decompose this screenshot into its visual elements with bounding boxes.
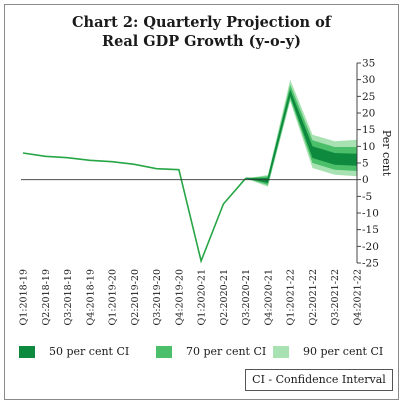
- y-tick-label: 0: [362, 174, 369, 186]
- legend-label-ci70: 70 per cent CI: [186, 345, 267, 358]
- x-tick-label: Q4:2021-22: [353, 269, 364, 326]
- x-tick-label: Q3:2021-22: [330, 269, 341, 326]
- band-ci70: [245, 84, 357, 185]
- y-tick-label: -5: [362, 191, 372, 203]
- y-tick-label: 5: [362, 158, 369, 170]
- y-tick-label: 10: [362, 141, 375, 153]
- x-tick-label: Q4:2019-20: [174, 269, 185, 326]
- chart-title-line-1: Chart 2: Quarterly Projection of: [72, 14, 331, 31]
- y-tick-label: -15: [362, 224, 379, 236]
- chart-frame: Chart 2: Quarterly Projection of Real GD…: [4, 4, 399, 400]
- y-tick-label: 35: [362, 58, 375, 70]
- x-tick-label: Q3:2018-19: [63, 269, 74, 326]
- x-tick-label: Q2:2019-20: [130, 269, 141, 326]
- y-tick-label: -10: [362, 208, 379, 220]
- y-tick-label: 15: [362, 124, 375, 136]
- chart-title-line-2: Real GDP Growth (y-o-y): [102, 33, 301, 50]
- y-tick-label: 30: [362, 74, 375, 86]
- x-tick-label: Q2:2018-19: [41, 269, 52, 326]
- y-tick-label: 20: [362, 108, 375, 120]
- x-tick-label: Q4:2020-21: [263, 269, 274, 326]
- chart-legend: 50 per cent CI 70 per cent CI 90 per cen…: [19, 345, 389, 361]
- x-tick-label: Q2:2021-22: [308, 269, 319, 326]
- legend-label-ci90: 90 per cent CI: [303, 345, 384, 358]
- x-tick-label: Q3:2019-20: [152, 269, 163, 326]
- series-line: [22, 152, 247, 264]
- gdp-chart: 35 30 25 20 15 10 5 0 -5 -10 -15 -20 -25 Per cent Q1:2…: [19, 58, 394, 326]
- x-tick-label: Q4:2018-19: [85, 269, 96, 326]
- legend-item-ci50: 50 per cent CI: [19, 345, 129, 359]
- x-tick-label: Q2:2020-21: [219, 269, 230, 326]
- y-tick-label: 25: [362, 91, 375, 103]
- band-ci90: [245, 79, 357, 187]
- legend-swatch-ci50: [19, 346, 35, 358]
- legend-item-ci70: 70 per cent CI: [156, 345, 266, 359]
- legend-swatch-ci70: [156, 346, 172, 358]
- x-tick-label: Q1:2021-22: [286, 269, 297, 326]
- legend-swatch-ci90: [273, 346, 289, 358]
- x-tick-label: Q3:2020-21: [241, 269, 252, 326]
- ci-note: CI - Confidence Interval: [245, 369, 393, 391]
- chart-title: Chart 2: Quarterly Projection of Real GD…: [5, 13, 398, 51]
- x-tick-label: Q1:2020-21: [197, 269, 208, 326]
- x-tick-label: Q1:2018-19: [19, 269, 30, 326]
- y-tick-label: -20: [362, 241, 379, 253]
- y-axis-label: Per cent: [380, 130, 393, 177]
- y-tick-label: -25: [362, 258, 379, 270]
- legend-label-ci50: 50 per cent CI: [49, 345, 130, 358]
- legend-item-ci90: 90 per cent CI: [273, 345, 383, 359]
- x-tick-label: Q1:2019-20: [108, 269, 119, 326]
